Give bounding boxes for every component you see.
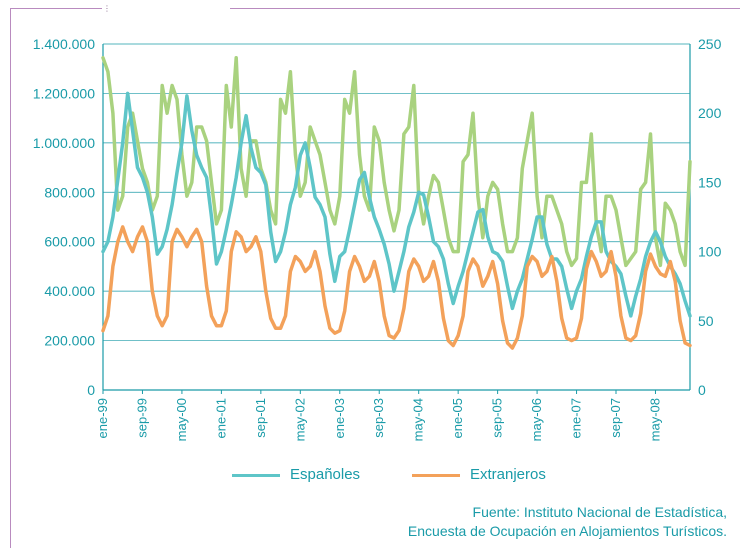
left-tick-label: 800.000 [44,184,95,200]
left-tick-label: 1.400.000 [33,36,95,52]
series-line-extranjeros [101,225,692,350]
source-line-2: Encuesta de Ocupación en Alojamientos Tu… [407,523,727,539]
x-tick-label: may-06 [529,398,544,441]
x-tick-label: sep-99 [134,398,149,438]
x-tick-label: ene-07 [569,398,584,438]
series-line-espanoles [101,91,692,318]
frame-border-top-right [230,8,740,9]
legend-item-espanoles: Españoles [232,466,360,483]
x-tick-label: sep-03 [371,398,386,438]
series-lines [101,56,692,350]
frame-border-left [10,8,11,548]
left-tick-label: 200.000 [44,333,95,349]
x-tick-label: ene-03 [332,398,347,438]
x-tick-label: ene-99 [95,398,110,438]
right-tick-label: 0 [698,382,706,398]
right-tick-label: 100 [698,244,722,260]
series-line-right-axis [101,56,692,268]
x-tick-label: ene-05 [450,398,465,438]
right-tick-label: 250 [698,36,722,52]
source-line-1: Fuente: Instituto Nacional de Estadístic… [472,504,727,520]
legend-swatch-espanoles [232,473,280,477]
left-tick-label: 400.000 [44,283,95,299]
x-tick-label: may-04 [411,398,426,441]
right-axis: 0 50 100 150 200 250 [698,36,722,398]
x-tick-label: may-02 [292,398,307,441]
x-tick-label: may-08 [647,398,662,441]
right-tick-label: 150 [698,174,722,190]
line-chart: 0 200.000 400.000 600.000 800.000 1.000.000 1.… [33,36,722,441]
x-tick-label: ene-01 [213,398,228,438]
left-tick-label: 600.000 [44,234,95,250]
left-tick-label: 0 [87,382,95,398]
x-tick-label: sep-07 [608,398,623,438]
x-tick-label: may-00 [174,398,189,441]
frame-marker: ⋮ [103,4,111,13]
left-tick-label: 1.200.000 [33,85,95,101]
frame-border-top-left [10,8,102,9]
legend-item-extranjeros: Extranjeros [412,466,546,483]
legend-label-extranjeros: Extranjeros [470,466,546,483]
source-note: Fuente: Instituto Nacional de Estadístic… [408,503,727,541]
x-axis: ene-99 sep-99 may-00 ene-01 sep-01 may-02 ene-… [95,390,662,441]
left-tick-label: 1.000.000 [33,135,95,151]
left-axis: 0 200.000 400.000 600.000 800.000 1.000.000 1.… [33,36,96,398]
x-tick-label: sep-05 [490,398,505,438]
legend-label-espanoles: Españoles [290,466,361,483]
legend-swatch-extranjeros [412,473,460,477]
right-tick-label: 50 [698,313,714,329]
right-tick-label: 200 [698,105,722,121]
x-tick-label: sep-01 [253,398,268,438]
